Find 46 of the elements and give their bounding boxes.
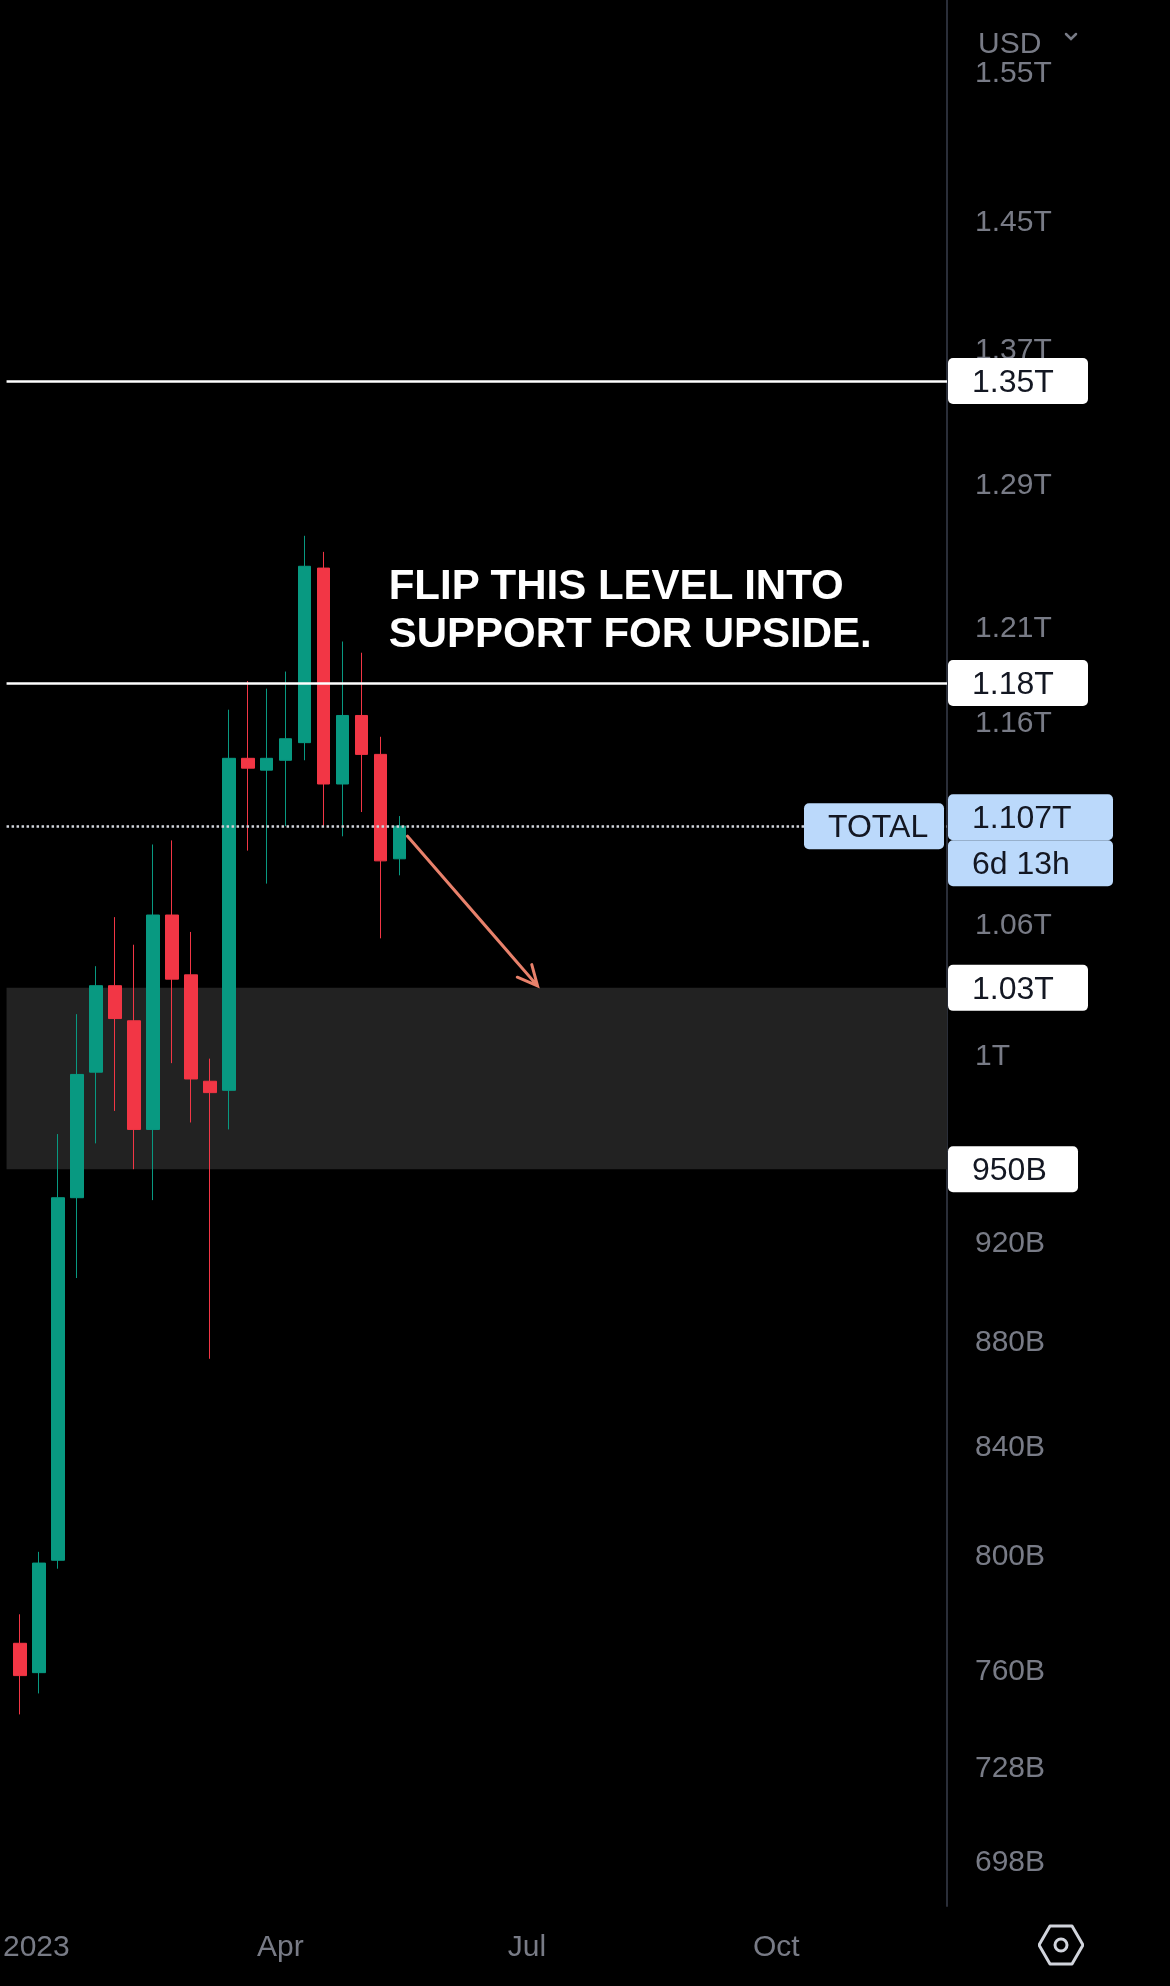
y-tick-label: 920B <box>975 1224 1046 1258</box>
candlestick <box>203 1058 217 1360</box>
text: 6d 13h <box>972 845 1070 882</box>
candlestick <box>89 965 103 1144</box>
x-tick-label: Apr <box>256 1928 304 1962</box>
y-tick-label: 840B <box>975 1428 1046 1462</box>
candlestick <box>127 944 141 1170</box>
y-tick-label: 698B <box>975 1844 1046 1878</box>
ref-line-label: 1.18T <box>972 664 1054 701</box>
y-tick-label: 1.21T <box>975 610 1052 644</box>
y-tick-label: 1.16T <box>975 704 1052 738</box>
candlestick <box>241 680 255 852</box>
candlestick <box>336 641 349 837</box>
y-tick-label: 760B <box>975 1653 1046 1687</box>
ref-line-label: 1.107T <box>972 799 1072 836</box>
band-label: 1.03T <box>972 969 1054 1006</box>
y-tick-label: 800B <box>975 1538 1046 1572</box>
candlestick <box>279 671 292 827</box>
candlestick <box>260 688 273 885</box>
y-tick-label: 728B <box>975 1749 1046 1783</box>
candlestick <box>222 709 236 1130</box>
x-tick-label: Oct <box>752 1928 801 1962</box>
y-tick-label: 1.29T <box>975 466 1052 500</box>
y-tick-label: 1.45T <box>975 204 1052 238</box>
candlestick <box>13 1613 27 1715</box>
annotation: TOTAL <box>828 808 929 845</box>
annotation: FLIP THIS LEVEL INTO SUPPORT FOR UPSIDE. <box>388 561 872 657</box>
candlestick <box>317 551 330 827</box>
x-tick-label: 2023 <box>2 1928 70 1962</box>
candlestick <box>355 652 368 813</box>
candlestick <box>108 916 122 1112</box>
candlestick <box>51 1133 65 1570</box>
y-tick-label: 1T <box>975 1037 1011 1071</box>
candlestick <box>146 843 160 1201</box>
text: 950B <box>972 1151 1047 1188</box>
candlestick <box>184 931 198 1123</box>
x-tick-label: Jul <box>507 1928 547 1962</box>
candlestick <box>393 815 406 876</box>
y-tick-label: 1.06T <box>975 906 1052 940</box>
y-tick-label: 880B <box>975 1324 1046 1358</box>
candlestick <box>32 1551 46 1694</box>
ref-line-label: 1.35T <box>972 363 1054 400</box>
candlestick <box>165 839 179 1064</box>
candlestick <box>70 1013 84 1279</box>
candlestick <box>374 736 387 939</box>
candlestick <box>298 535 311 761</box>
